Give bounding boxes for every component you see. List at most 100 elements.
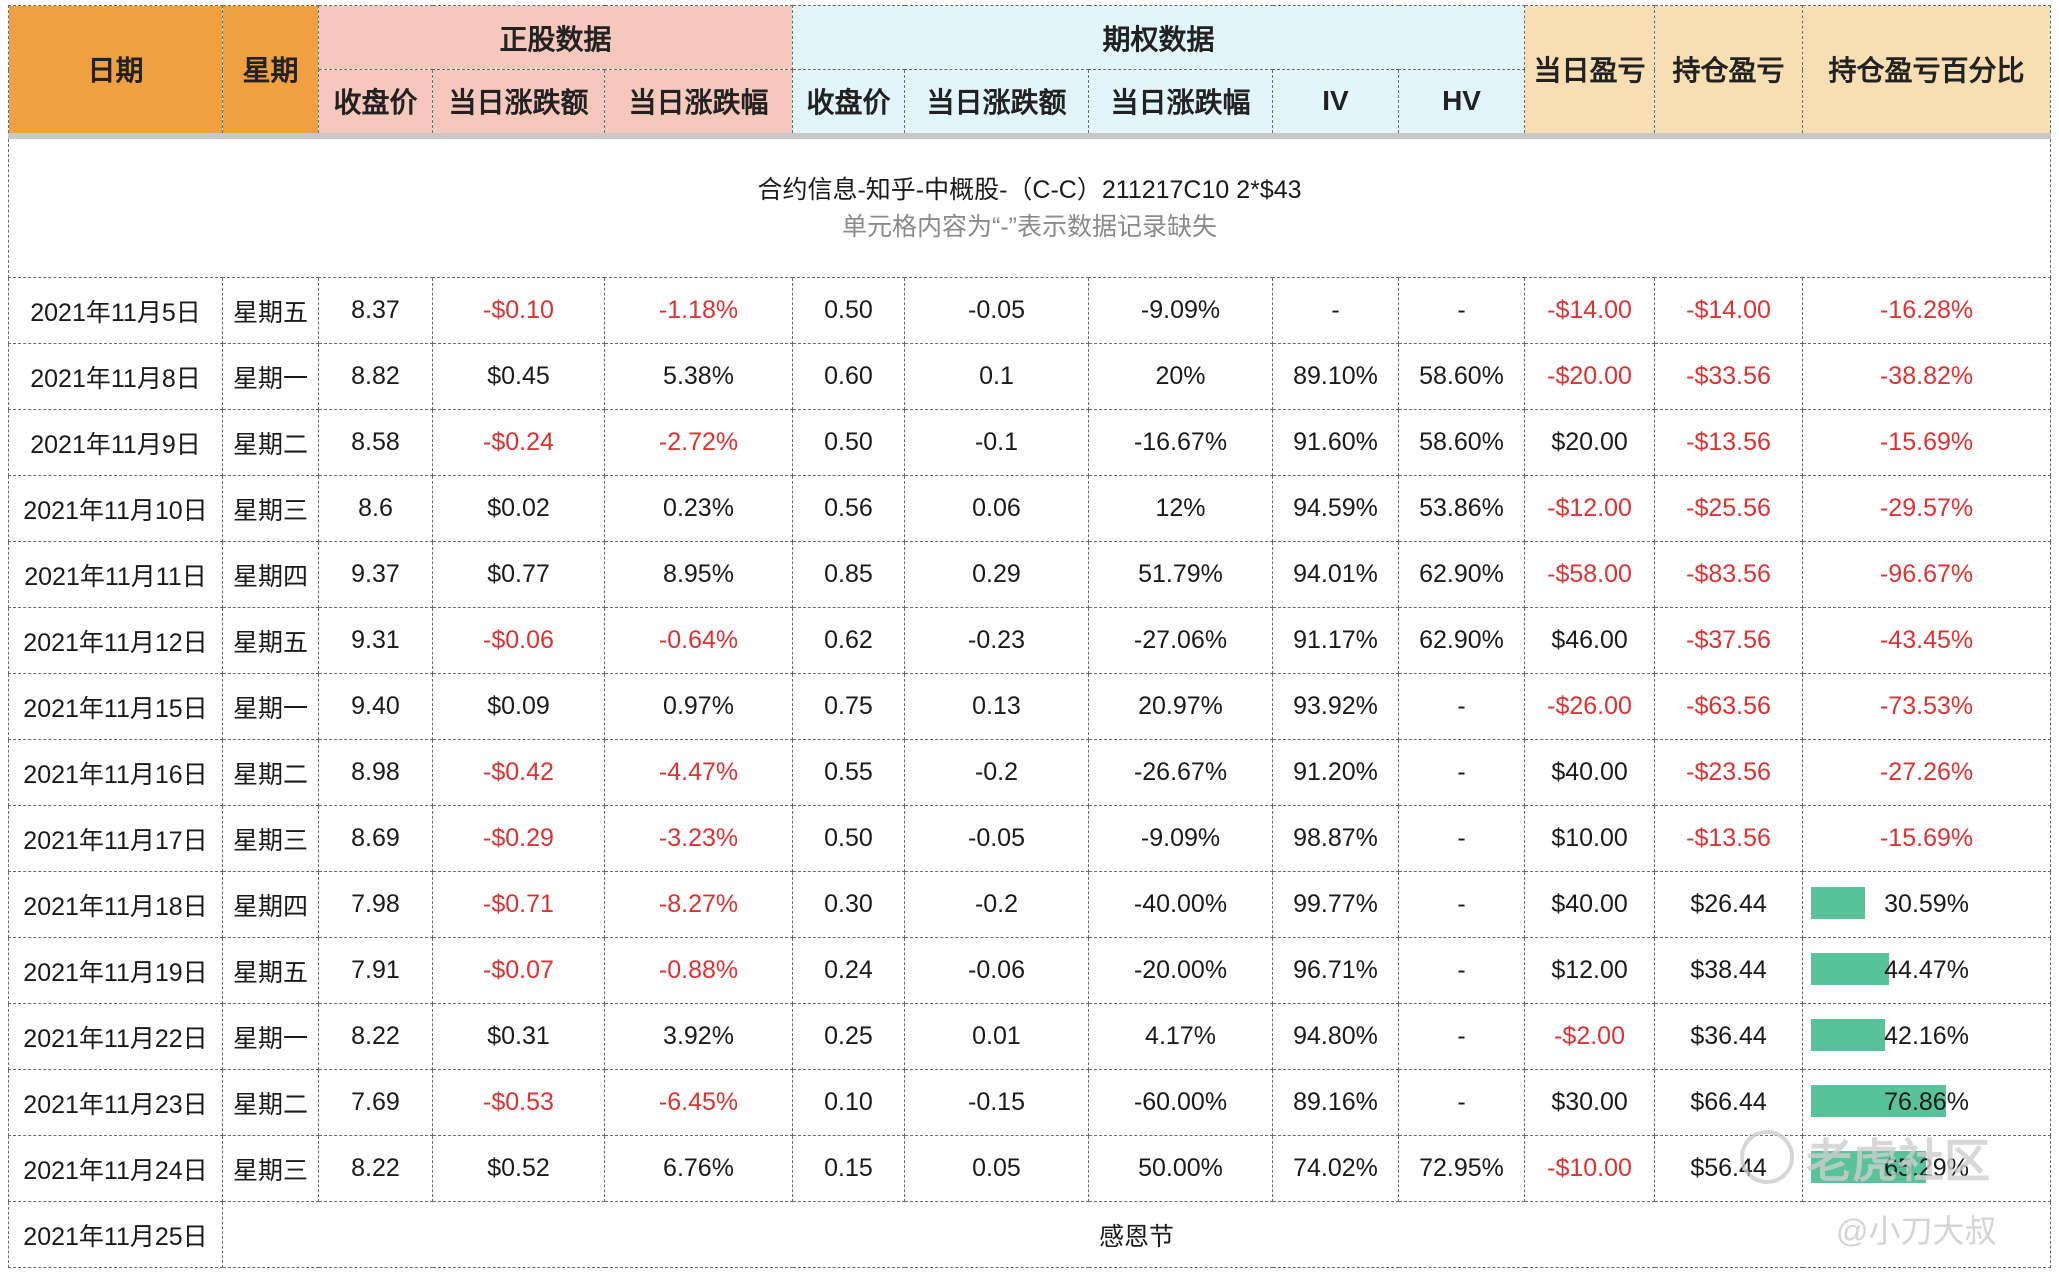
- cell-option-change-pct[interactable]: -16.67%: [1088, 409, 1273, 476]
- cell-hv[interactable]: -: [1397, 1003, 1526, 1070]
- cell-date[interactable]: 2021年11月18日: [8, 871, 223, 938]
- header-option-change[interactable]: 当日涨跌额: [904, 69, 1089, 136]
- cell-stock-close[interactable]: 9.31: [318, 607, 433, 674]
- cell-option-change-pct[interactable]: -26.67%: [1088, 739, 1273, 806]
- cell-weekday[interactable]: 星期三: [222, 475, 319, 542]
- cell-stock-close[interactable]: 8.22: [318, 1135, 433, 1202]
- holiday-label[interactable]: 感恩节: [221, 1201, 2052, 1268]
- cell-weekday[interactable]: 星期五: [222, 277, 319, 344]
- header-option-group[interactable]: 期权数据: [791, 5, 1526, 70]
- cell-stock-change[interactable]: -$0.06: [432, 607, 605, 674]
- cell-stock-close[interactable]: 8.6: [318, 475, 433, 542]
- cell-date[interactable]: 2021年11月10日: [8, 475, 223, 542]
- cell-hv[interactable]: 72.95%: [1397, 1135, 1526, 1202]
- cell-date[interactable]: 2021年11月16日: [8, 739, 223, 806]
- cell-option-close[interactable]: 0.15: [792, 1135, 905, 1202]
- cell-option-change[interactable]: -0.15: [904, 1069, 1089, 1136]
- cell-date[interactable]: 2021年11月22日: [8, 1003, 223, 1070]
- cell-option-change[interactable]: -0.23: [904, 607, 1089, 674]
- cell-position-pnl[interactable]: -$25.56: [1654, 475, 1804, 542]
- cell-stock-change-pct[interactable]: 0.97%: [604, 673, 793, 740]
- cell-option-close[interactable]: 0.24: [792, 937, 905, 1004]
- cell-weekday[interactable]: 星期一: [222, 673, 319, 740]
- cell-daily-pnl[interactable]: -$58.00: [1524, 541, 1656, 608]
- cell-iv[interactable]: 99.77%: [1272, 871, 1399, 938]
- cell-weekday[interactable]: 星期一: [222, 1003, 319, 1070]
- header-stock-group[interactable]: 正股数据: [318, 5, 793, 70]
- cell-option-change-pct[interactable]: -27.06%: [1088, 607, 1273, 674]
- cell-iv[interactable]: 91.60%: [1272, 409, 1399, 476]
- header-stock-change[interactable]: 当日涨跌额: [432, 69, 605, 136]
- cell-hv[interactable]: -: [1397, 739, 1526, 806]
- cell-stock-change-pct[interactable]: -3.23%: [604, 805, 793, 872]
- cell-hv[interactable]: -: [1397, 673, 1526, 740]
- cell-date[interactable]: 2021年11月5日: [8, 277, 223, 344]
- cell-option-close[interactable]: 0.55: [792, 739, 905, 806]
- cell-stock-change-pct[interactable]: -1.18%: [604, 277, 793, 344]
- cell-daily-pnl[interactable]: $30.00: [1524, 1069, 1656, 1136]
- cell-position-pnl-pct[interactable]: -73.53%: [1802, 673, 2052, 740]
- cell-stock-change-pct[interactable]: 0.23%: [604, 475, 793, 542]
- cell-option-close[interactable]: 0.50: [792, 409, 905, 476]
- cell-stock-change-pct[interactable]: -2.72%: [604, 409, 793, 476]
- cell-stock-change[interactable]: -$0.24: [432, 409, 605, 476]
- cell-hv[interactable]: 53.86%: [1397, 475, 1526, 542]
- cell-stock-close[interactable]: 8.98: [318, 739, 433, 806]
- cell-stock-change[interactable]: $0.45: [432, 343, 605, 410]
- cell-stock-change[interactable]: -$0.42: [432, 739, 605, 806]
- cell-option-change-pct[interactable]: 12%: [1088, 475, 1273, 542]
- cell-weekday[interactable]: 星期五: [222, 937, 319, 1004]
- cell-position-pnl-pct[interactable]: -43.45%: [1802, 607, 2052, 674]
- cell-position-pnl[interactable]: -$14.00: [1654, 277, 1804, 344]
- cell-position-pnl[interactable]: -$63.56: [1654, 673, 1804, 740]
- cell-iv[interactable]: 94.59%: [1272, 475, 1399, 542]
- cell-date[interactable]: 2021年11月23日: [8, 1069, 223, 1136]
- header-option-change-pct[interactable]: 当日涨跌幅: [1088, 69, 1273, 136]
- cell-weekday[interactable]: 星期四: [222, 541, 319, 608]
- cell-option-close[interactable]: 0.10: [792, 1069, 905, 1136]
- header-weekday[interactable]: 星期: [222, 5, 319, 136]
- cell-stock-close[interactable]: 9.37: [318, 541, 433, 608]
- header-stock-change-pct[interactable]: 当日涨跌幅: [604, 69, 793, 136]
- cell-daily-pnl[interactable]: -$2.00: [1524, 1003, 1656, 1070]
- cell-iv[interactable]: 91.20%: [1272, 739, 1399, 806]
- cell-position-pnl[interactable]: -$23.56: [1654, 739, 1804, 806]
- cell-iv[interactable]: 94.01%: [1272, 541, 1399, 608]
- cell-weekday[interactable]: 星期四: [222, 871, 319, 938]
- cell-date[interactable]: 2021年11月9日: [8, 409, 223, 476]
- cell-stock-close[interactable]: 8.58: [318, 409, 433, 476]
- cell-weekday[interactable]: 星期一: [222, 343, 319, 410]
- cell-stock-change[interactable]: -$0.29: [432, 805, 605, 872]
- cell-option-close[interactable]: 0.62: [792, 607, 905, 674]
- cell-daily-pnl[interactable]: $40.00: [1524, 739, 1656, 806]
- cell-stock-change[interactable]: $0.52: [432, 1135, 605, 1202]
- cell-position-pnl-pct[interactable]: 44.47%: [1802, 937, 2052, 1004]
- cell-hv[interactable]: -: [1397, 937, 1526, 1004]
- cell-stock-close[interactable]: 7.91: [318, 937, 433, 1004]
- cell-daily-pnl[interactable]: -$10.00: [1524, 1135, 1656, 1202]
- cell-option-close[interactable]: 0.85: [792, 541, 905, 608]
- cell-position-pnl[interactable]: -$13.56: [1654, 409, 1804, 476]
- cell-iv[interactable]: 96.71%: [1272, 937, 1399, 1004]
- cell-date[interactable]: 2021年11月8日: [8, 343, 223, 410]
- cell-option-change[interactable]: 0.13: [904, 673, 1089, 740]
- cell-weekday[interactable]: 星期二: [222, 1069, 319, 1136]
- cell-date[interactable]: 2021年11月19日: [8, 937, 223, 1004]
- cell-position-pnl[interactable]: $38.44: [1654, 937, 1804, 1004]
- cell-position-pnl-pct[interactable]: -38.82%: [1802, 343, 2052, 410]
- cell-option-close[interactable]: 0.25: [792, 1003, 905, 1070]
- cell-option-change-pct[interactable]: -40.00%: [1088, 871, 1273, 938]
- cell-option-change-pct[interactable]: -9.09%: [1088, 277, 1273, 344]
- cell-stock-change[interactable]: $0.31: [432, 1003, 605, 1070]
- cell-option-change[interactable]: -0.1: [904, 409, 1089, 476]
- cell-option-change[interactable]: -0.05: [904, 277, 1089, 344]
- contract-info-cell[interactable]: 合约信息-知乎-中概股-（C-C）211217C10 2*$43 单元格内容为“…: [7, 132, 2052, 278]
- cell-position-pnl-pct[interactable]: -15.69%: [1802, 805, 2052, 872]
- cell-position-pnl-pct[interactable]: -27.26%: [1802, 739, 2052, 806]
- cell-stock-change-pct[interactable]: -4.47%: [604, 739, 793, 806]
- cell-weekday[interactable]: 星期二: [222, 739, 319, 806]
- cell-daily-pnl[interactable]: $10.00: [1524, 805, 1656, 872]
- cell-stock-change-pct[interactable]: 3.92%: [604, 1003, 793, 1070]
- cell-option-change-pct[interactable]: 20%: [1088, 343, 1273, 410]
- cell-stock-change[interactable]: -$0.07: [432, 937, 605, 1004]
